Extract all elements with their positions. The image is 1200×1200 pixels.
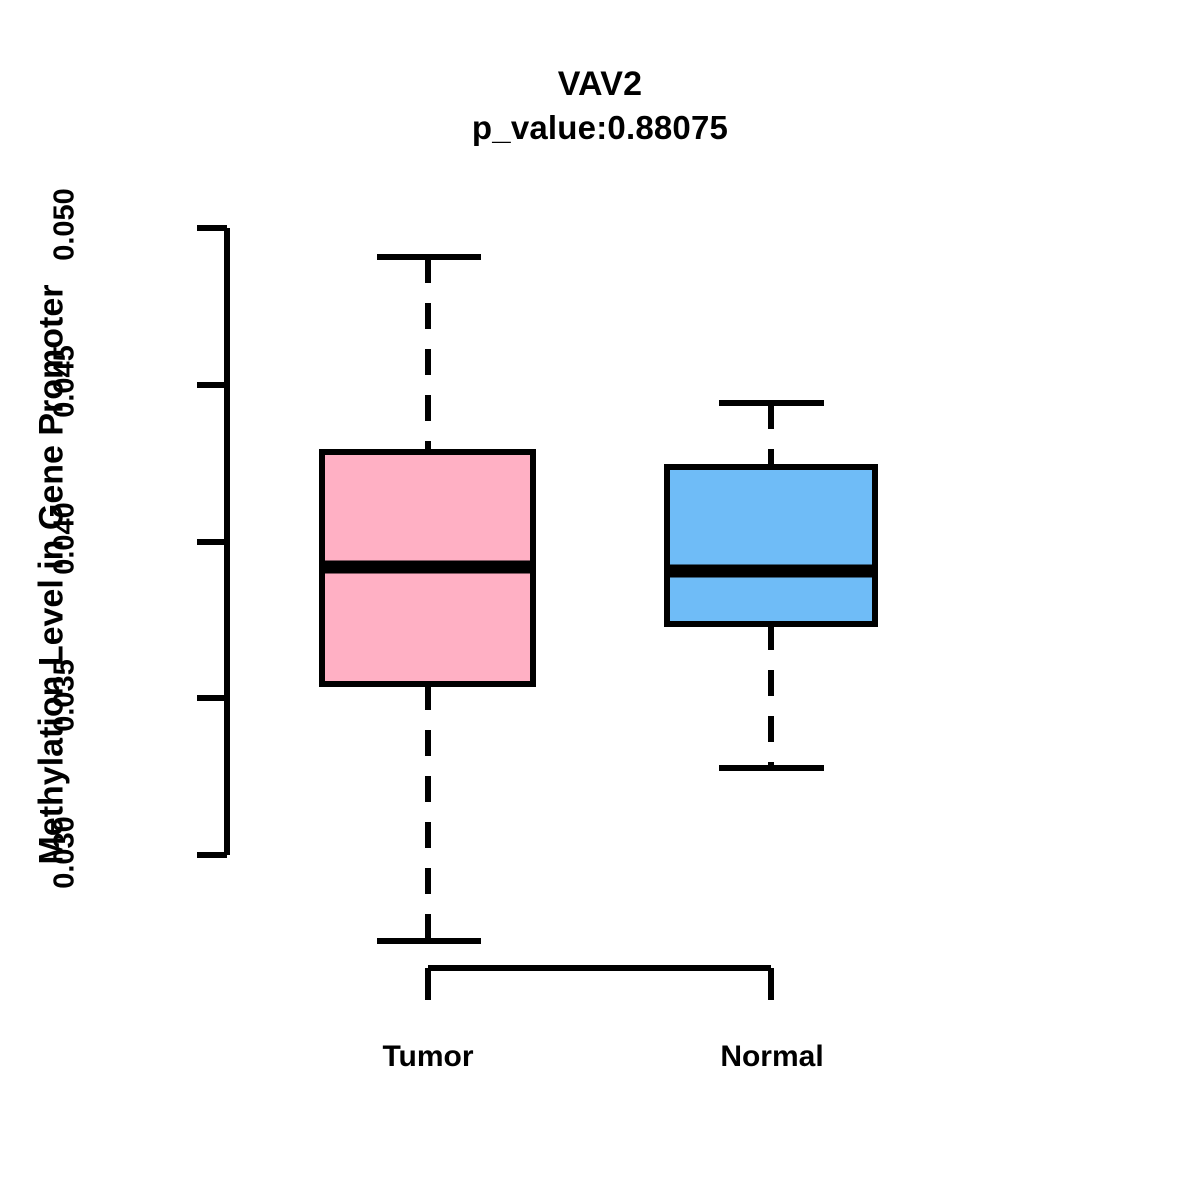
box-group-normal[interactable]: [664, 400, 878, 771]
y-axis: [197, 225, 230, 858]
box-group-tumor[interactable]: [319, 254, 536, 944]
x-axis: [425, 965, 774, 1000]
x-tick-label-normal: Normal: [720, 1040, 824, 1073]
box-normal: [664, 464, 878, 627]
x-tick-label-tumor: Tumor: [382, 1040, 474, 1073]
